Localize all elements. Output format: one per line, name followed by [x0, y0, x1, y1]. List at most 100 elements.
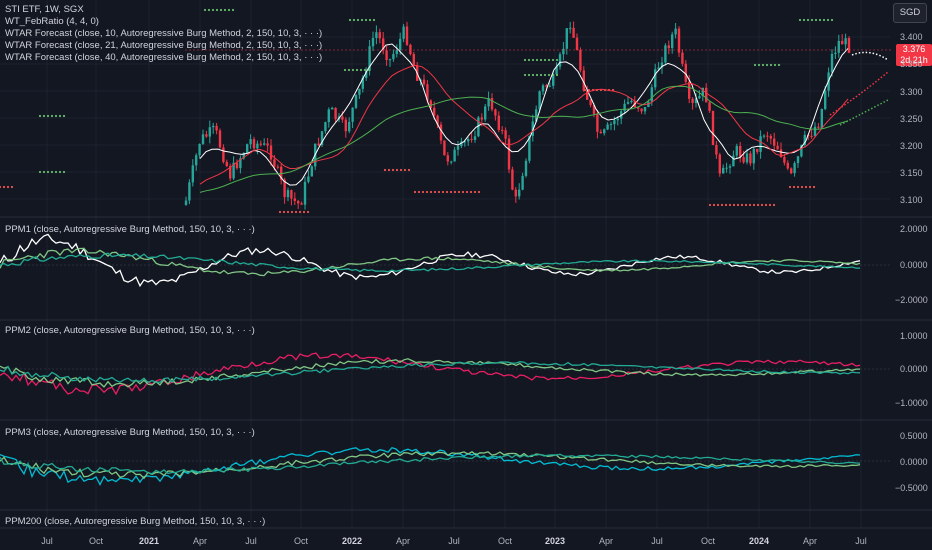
signal-dot-green	[539, 58, 543, 62]
candle-body-55	[371, 37, 375, 47]
time-tick-8: Jul	[448, 536, 460, 546]
signal-dot-red	[732, 203, 736, 207]
signal-dot-green	[343, 68, 347, 72]
signal-dot-green	[539, 73, 543, 77]
candle-body-34	[300, 203, 303, 205]
signal-dot-green	[547, 58, 551, 62]
candle-body-94	[504, 130, 507, 139]
candle-body-70	[422, 79, 426, 85]
signal-dot-green	[818, 18, 822, 22]
candle-body-41	[324, 122, 327, 132]
signal-dot-red	[587, 88, 591, 92]
candle-body-92	[497, 115, 500, 130]
candle-body-25	[269, 145, 273, 160]
price-tick-5: 3.150	[900, 168, 923, 178]
signal-dot-green	[535, 73, 539, 77]
candle-body-130	[626, 102, 630, 104]
candle-body-168	[756, 148, 759, 152]
candle-body-110	[558, 54, 562, 67]
signal-dot-red	[583, 88, 587, 92]
signal-dot-green	[753, 63, 757, 67]
signal-dot-red	[294, 210, 298, 214]
candle-body-64	[402, 26, 405, 39]
signal-dot-green	[773, 63, 777, 67]
time-tick-16: Jul	[855, 536, 867, 546]
candle-body-82	[463, 141, 466, 143]
signal-dot-green	[42, 170, 46, 174]
signal-dot-red	[744, 203, 748, 207]
candle-body-126	[613, 120, 616, 125]
forecast-21[interactable]: WTAR Forecast (close, 21, Autoregressive…	[5, 40, 323, 51]
signal-dot-green	[822, 18, 826, 22]
forecast-40[interactable]: WTAR Forecast (close, 40, Autoregressive…	[5, 52, 323, 63]
main-legend: STI ETF, 1W, SGX WT_FebRatio (4, 4, 0) W…	[5, 4, 322, 64]
signal-dot-green	[50, 170, 54, 174]
candle-body-5	[201, 134, 205, 144]
last-price-badge: 3.376 2d 21h	[896, 44, 932, 66]
signal-dot-green	[523, 73, 527, 77]
candle-body-56	[375, 32, 378, 38]
ppm2-slow-line	[0, 361, 861, 384]
pane-title-ppm2[interactable]: PPM2 (close, Autoregressive Burg Method,…	[5, 325, 255, 336]
signal-dot-green	[367, 68, 371, 72]
candle-body-71	[426, 84, 429, 101]
candle-body-139	[657, 67, 660, 70]
signal-dot-green	[42, 114, 46, 118]
candle-body-14	[232, 162, 235, 179]
forecast-10[interactable]: WTAR Forecast (close, 10, Autoregressive…	[5, 28, 323, 39]
signal-dot-green	[757, 63, 761, 67]
candle-body-22	[259, 143, 262, 145]
signal-dot-red	[403, 168, 407, 172]
candle-body-148	[688, 81, 691, 99]
candle-body-170	[762, 135, 766, 137]
pane-title-ppm200[interactable]: PPM200 (close, Autoregressive Burg Metho…	[5, 516, 266, 527]
candle-body-131	[630, 100, 633, 103]
pane-title-ppm1[interactable]: PPM1 (close, Autoregressive Burg Method,…	[5, 224, 255, 235]
candle-body-98	[518, 189, 521, 197]
ppm1-slow-line	[0, 252, 861, 273]
signal-dot-green	[227, 8, 231, 12]
signal-dot-green	[777, 63, 781, 67]
indicator-febratio[interactable]: WT_FebRatio (4, 4, 0)	[5, 16, 99, 27]
candle-body-77	[446, 155, 449, 162]
signal-dot-green	[62, 170, 66, 174]
ppm3-signal-line	[0, 451, 861, 480]
candle-body-160	[728, 166, 732, 168]
candle-body-114	[572, 27, 575, 38]
candle-body-188	[824, 90, 827, 109]
symbol-line[interactable]: STI ETF, 1W, SGX	[5, 4, 84, 15]
time-tick-9: Oct	[497, 536, 513, 546]
signal-dot-red	[445, 190, 449, 194]
signal-dot-red	[477, 190, 481, 194]
signal-dot-red	[808, 185, 812, 189]
candle-body-80	[456, 146, 460, 150]
candle-body-185	[813, 126, 817, 136]
signal-dot-red	[449, 190, 453, 194]
candle-body-65	[405, 26, 409, 45]
signal-dot-green	[215, 8, 219, 12]
signal-dot-red	[437, 190, 441, 194]
candle-body-1	[188, 182, 191, 201]
price-tick-1: 3.350	[900, 59, 923, 69]
candle-body-103	[535, 109, 538, 122]
candle-body-108	[552, 74, 555, 86]
currency-button[interactable]: SGD	[893, 3, 927, 23]
signal-dot-red	[712, 203, 716, 207]
price-tick-2: 3.300	[900, 87, 923, 97]
time-tick-14: 2024	[748, 536, 770, 546]
ma-slow-line	[199, 85, 849, 193]
candle-body-20	[252, 139, 256, 149]
pane-title-ppm3[interactable]: PPM3 (close, Autoregressive Burg Method,…	[5, 427, 255, 438]
candle-body-123	[603, 129, 606, 134]
signal-dot-green	[531, 58, 535, 62]
time-tick-7: Apr	[395, 536, 411, 546]
candle-body-53	[365, 70, 368, 78]
signal-dot-red	[453, 190, 457, 194]
candle-body-136	[647, 101, 650, 107]
signal-dot-red	[302, 210, 306, 214]
candle-body-124	[606, 124, 609, 130]
candle-body-142	[667, 45, 670, 49]
signal-dot-green	[555, 58, 559, 62]
candle-body-119	[589, 99, 592, 106]
